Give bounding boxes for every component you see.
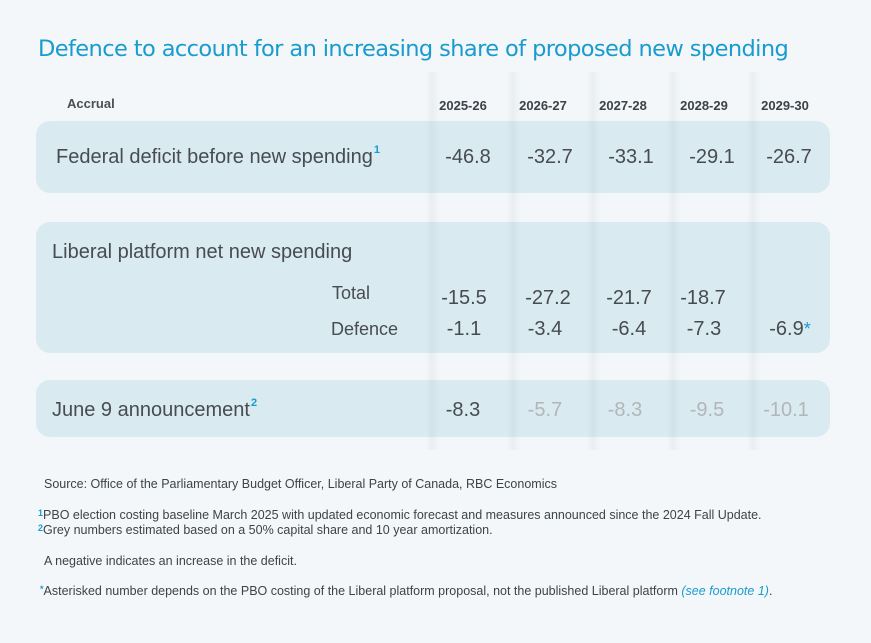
sub-label-total: Total	[331, 283, 370, 303]
row-label-text: June 9 announcement	[52, 399, 250, 421]
column-divider	[747, 72, 761, 450]
asterisk-note: *Asterisked number depends on the PBO co…	[40, 584, 772, 598]
asterisk-note-text: Asterisked number depends on the PBO cos…	[43, 584, 682, 598]
year-header: 2025-26	[439, 98, 487, 113]
year-header: 2028-29	[680, 98, 728, 113]
year-header: 2026-27	[519, 98, 567, 113]
value-cell-estimated: -10.1	[763, 399, 809, 421]
column-divider	[507, 72, 521, 450]
value-cell: -21.7	[606, 287, 652, 309]
year-header: 2027-28	[599, 98, 647, 113]
value-cell-estimated: -5.7	[527, 399, 563, 421]
row-band-federal-deficit	[36, 121, 830, 193]
footnote-1: 1PBO election costing baseline March 202…	[38, 508, 762, 522]
footnote-2: 2Grey numbers estimated based on a 50% c…	[38, 523, 493, 537]
row-band-liberal-platform	[36, 222, 830, 353]
value-cell: -1.1	[446, 318, 482, 340]
page-title: Defence to account for an increasing sha…	[38, 36, 789, 62]
value-cell: -46.8	[445, 146, 491, 168]
value-cell: -27.2	[525, 287, 571, 309]
source-note: Source: Office of the Parliamentary Budg…	[44, 477, 557, 491]
value-cell: -3.4	[527, 318, 563, 340]
see-footnote-link[interactable]: (see footnote 1)	[681, 584, 769, 598]
value-cell: -29.1	[689, 146, 735, 168]
column-divider	[426, 72, 440, 450]
header-accrual: Accrual	[67, 96, 115, 111]
row-label-liberal-platform: Liberal platform net new spending	[52, 241, 353, 263]
footnote-text: PBO election costing baseline March 2025…	[43, 508, 762, 522]
footnote-marker: 2	[250, 397, 258, 409]
value-cell-estimated: -8.3	[607, 399, 643, 421]
value-cell: -32.7	[527, 146, 573, 168]
value-cell: -18.7	[680, 287, 726, 309]
value-cell-estimated: -9.5	[689, 399, 725, 421]
value-cell: -7.3	[686, 318, 722, 340]
column-divider	[667, 72, 681, 450]
year-header: 2029-30	[761, 98, 809, 113]
value-cell: -8.3	[445, 399, 481, 421]
asterisk-marker: *	[40, 584, 44, 594]
footnote-text: Grey numbers estimated based on a 50% ca…	[43, 523, 493, 537]
row-label-text: Federal deficit before new spending	[56, 146, 373, 168]
value-cell: -33.1	[608, 146, 654, 168]
footnote-marker: 2	[38, 523, 44, 533]
value-cell: -15.5	[441, 287, 487, 309]
footnote-marker: 1	[373, 144, 380, 156]
asterisk-note-end: .	[768, 584, 773, 598]
negative-note: A negative indicates an increase in the …	[44, 554, 297, 568]
sub-label-defence: Defence	[330, 319, 398, 339]
row-band-june9	[36, 380, 830, 437]
column-divider	[587, 72, 601, 450]
value-cell: -26.7	[766, 146, 812, 168]
footnote-marker: 1	[38, 508, 44, 518]
row-label-federal-deficit: Federal deficit before new spending1	[56, 144, 380, 169]
value-cell-asterisked: -6.9*	[750, 318, 830, 341]
asterisk-marker: *	[803, 319, 811, 339]
value-text: -6.9	[769, 318, 804, 340]
value-cell: -6.4	[611, 318, 647, 340]
row-label-june9: June 9 announcement2	[52, 397, 258, 422]
